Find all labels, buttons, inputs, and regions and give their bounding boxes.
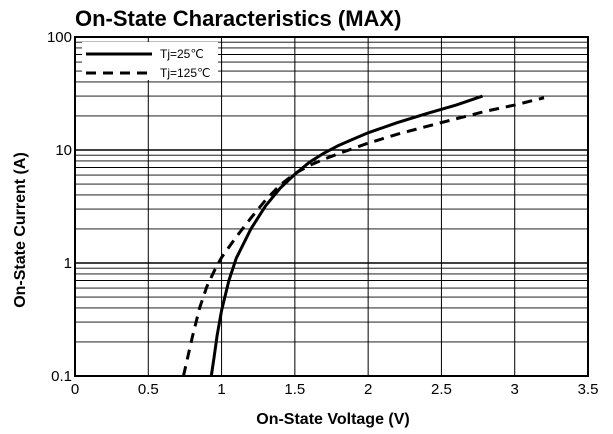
x-axis-title: On-State Voltage (V) <box>256 411 410 428</box>
tick-labels: 0 0.5 1 1.5 2 2.5 3 3.5 0.1 1 10 100 <box>47 29 598 398</box>
chart-title: On-State Characteristics (MAX) <box>75 6 401 31</box>
x-tick-label: 3.5 <box>578 381 599 398</box>
y-tick-label: 1 <box>64 255 72 272</box>
x-tick-label: 2.5 <box>431 381 452 398</box>
legend-label-2: Tj=125℃ <box>160 66 211 80</box>
y-tick-label: 0.1 <box>51 368 72 385</box>
grid <box>74 37 589 377</box>
x-tick-label: 3 <box>511 381 519 398</box>
x-tick-label: 0 <box>71 381 79 398</box>
x-tick-label: 1 <box>217 381 225 398</box>
legend: Tj=25℃ Tj=125℃ <box>82 42 218 80</box>
x-tick-label: 0.5 <box>138 381 159 398</box>
plot-frame <box>74 36 589 377</box>
series-line-1 <box>209 94 483 377</box>
legend-label-1: Tj=25℃ <box>160 47 204 61</box>
x-tick-label: 1.5 <box>284 381 305 398</box>
y-tick-label: 10 <box>55 142 72 159</box>
series-line-2 <box>181 96 545 377</box>
y-axis-title: On-State Current (A) <box>12 152 29 308</box>
y-tick-label: 100 <box>47 29 72 46</box>
series-lines <box>181 94 545 377</box>
x-tick-label: 2 <box>364 381 372 398</box>
